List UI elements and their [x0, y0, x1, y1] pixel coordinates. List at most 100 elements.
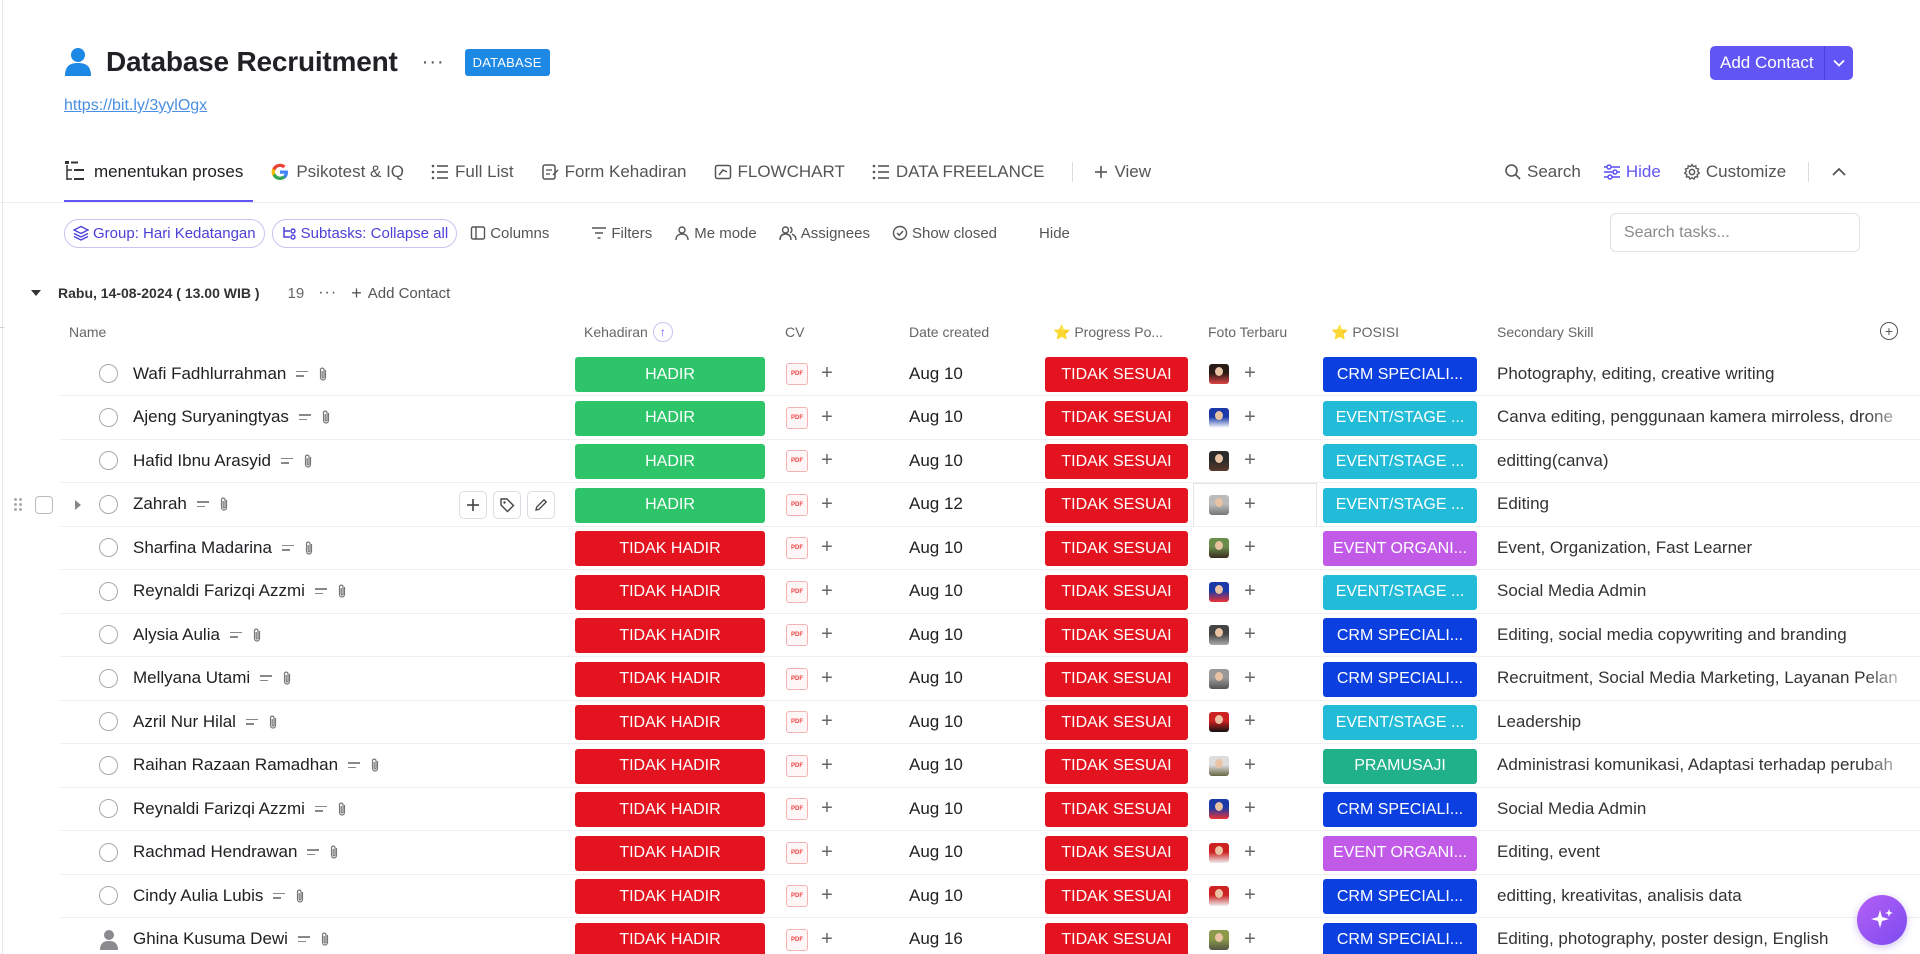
kehadiran-status-pill[interactable]: TIDAK HADIR	[575, 922, 765, 954]
add-file-button[interactable]: +	[821, 884, 833, 906]
progress-status-pill[interactable]: TIDAK SESUAI	[1045, 879, 1188, 914]
date-created[interactable]: Aug 12	[909, 494, 963, 513]
date-created[interactable]: Aug 10	[909, 581, 963, 600]
sort-ascending-icon[interactable]: ↑	[652, 322, 673, 342]
pdf-file-icon[interactable]: PDF	[786, 711, 808, 733]
tab-data-freelance[interactable]: DATA FREELANCE	[872, 156, 1045, 188]
table-row[interactable]: Rachmad Hendrawan TIDAK HADIR PDF + Aug …	[0, 831, 1920, 875]
search-button[interactable]: Search	[1504, 162, 1581, 182]
add-photo-button[interactable]: +	[1244, 753, 1256, 776]
secondary-skill-text[interactable]: Social Media Admin	[1497, 798, 1647, 818]
task-name[interactable]: Azril Nur Hilal	[133, 700, 278, 743]
progress-status-pill[interactable]: TIDAK SESUAI	[1045, 835, 1188, 871]
add-file-button[interactable]: +	[821, 449, 833, 471]
add-photo-button[interactable]: +	[1244, 579, 1256, 602]
posisi-pill[interactable]: CRM SPECIALI...	[1323, 357, 1477, 392]
table-row[interactable]: Cindy Aulia Lubis TIDAK HADIR PDF + Aug …	[0, 874, 1920, 918]
posisi-pill[interactable]: CRM SPECIALI...	[1323, 661, 1477, 697]
progress-status-pill[interactable]: TIDAK SESUAI	[1045, 531, 1188, 566]
kehadiran-status-pill[interactable]: HADIR	[575, 444, 765, 479]
task-name[interactable]: Reynaldi Farizqi Azzmi	[133, 570, 347, 613]
pdf-file-icon[interactable]: PDF	[786, 885, 808, 907]
add-file-button[interactable]: +	[821, 623, 833, 645]
column-header-secondary-skill[interactable]: Secondary Skill	[1497, 324, 1594, 340]
filters-button[interactable]: Filters	[585, 219, 658, 248]
customize-button[interactable]: Customize	[1683, 162, 1786, 182]
pdf-file-icon[interactable]: PDF	[786, 798, 808, 820]
photo-thumbnail[interactable]	[1209, 451, 1229, 471]
posisi-pill[interactable]: PRAMUSAJI	[1323, 748, 1477, 784]
attachment-icon[interactable]	[268, 714, 278, 730]
add-contact-button[interactable]: Add Contact	[1710, 46, 1825, 80]
pdf-file-icon[interactable]: PDF	[786, 667, 808, 690]
table-row[interactable]: Sharfina Madarina TIDAK HADIR PDF + Aug …	[0, 526, 1920, 570]
posisi-pill[interactable]: CRM SPECIALI...	[1323, 879, 1477, 914]
add-contact-dropdown-button[interactable]	[1824, 46, 1853, 80]
date-created[interactable]: Aug 10	[909, 450, 963, 470]
add-file-button[interactable]: +	[821, 536, 833, 558]
add-photo-button[interactable]: +	[1244, 666, 1256, 689]
expand-subtasks-icon[interactable]	[75, 499, 81, 510]
assignees-button[interactable]: Assignees	[773, 219, 876, 248]
add-file-button[interactable]: +	[821, 362, 833, 384]
progress-status-pill[interactable]: TIDAK SESUAI	[1045, 444, 1188, 479]
status-circle-icon[interactable]	[99, 364, 118, 383]
status-circle-icon[interactable]	[99, 407, 118, 427]
add-file-button[interactable]: +	[821, 797, 833, 819]
secondary-skill-text[interactable]: Event, Organization, Fast Learner	[1497, 537, 1753, 557]
group-add-contact-button[interactable]: + Add Contact	[351, 283, 450, 304]
progress-status-pill[interactable]: TIDAK SESUAI	[1045, 922, 1188, 954]
status-circle-icon[interactable]	[99, 494, 118, 514]
column-header-name[interactable]: Name	[69, 324, 107, 340]
add-file-button[interactable]: +	[821, 666, 833, 689]
add-photo-button[interactable]: +	[1244, 362, 1256, 384]
add-photo-button[interactable]: +	[1244, 840, 1256, 863]
posisi-pill[interactable]: EVENT/STAGE ...	[1323, 400, 1477, 436]
database-badge[interactable]: DATABASE	[464, 48, 550, 76]
date-created[interactable]: Aug 10	[909, 842, 963, 861]
task-name[interactable]: Cindy Aulia Lubis	[133, 874, 305, 917]
photo-thumbnail[interactable]	[1209, 712, 1229, 732]
posisi-pill[interactable]: EVENT/STAGE ...	[1323, 705, 1477, 740]
tab-flowchart[interactable]: FLOWCHART	[714, 156, 845, 188]
show-closed-button[interactable]: Show closed	[886, 219, 1003, 248]
add-photo-button[interactable]: +	[1244, 449, 1256, 471]
task-name[interactable]: Ghina Kusuma Dewi	[133, 918, 330, 954]
drag-handle-icon[interactable]	[14, 497, 22, 512]
attachment-icon[interactable]	[370, 757, 380, 773]
date-created[interactable]: Aug 10	[909, 363, 963, 383]
table-row[interactable]: Ajeng Suryaningtyas HADIR PDF + Aug 10 T…	[0, 396, 1920, 440]
photo-thumbnail[interactable]	[1209, 581, 1229, 602]
attachment-icon[interactable]	[303, 453, 313, 469]
pdf-file-icon[interactable]: PDF	[786, 580, 808, 603]
secondary-skill-text[interactable]: Editing, photography, poster design, Eng…	[1497, 929, 1829, 948]
table-row[interactable]: Hafid Ibnu Arasyid HADIR PDF + Aug 10 TI…	[0, 439, 1920, 483]
hide-button[interactable]: Hide	[1603, 162, 1661, 182]
kehadiran-status-pill[interactable]: TIDAK HADIR	[575, 748, 765, 784]
group-more-button[interactable]: ···	[318, 284, 338, 301]
task-name[interactable]: Zahrah	[133, 483, 229, 526]
status-circle-icon[interactable]	[99, 538, 118, 557]
progress-status-pill[interactable]: TIDAK SESUAI	[1045, 357, 1188, 392]
secondary-skill-text[interactable]: Recruitment, Social Media Marketing, Lay…	[1497, 668, 1898, 687]
add-file-button[interactable]: +	[821, 579, 833, 602]
person-icon[interactable]	[99, 929, 119, 951]
add-photo-button[interactable]: +	[1244, 623, 1256, 645]
kehadiran-status-pill[interactable]: TIDAK HADIR	[575, 618, 765, 653]
add-file-button[interactable]: +	[821, 753, 833, 776]
kehadiran-status-pill[interactable]: HADIR	[575, 357, 765, 392]
progress-status-pill[interactable]: TIDAK SESUAI	[1045, 661, 1188, 697]
column-header-date-created[interactable]: Date created	[909, 324, 990, 340]
kehadiran-status-pill[interactable]: TIDAK HADIR	[575, 705, 765, 740]
kehadiran-status-pill[interactable]: TIDAK HADIR	[575, 661, 765, 697]
secondary-skill-text[interactable]: Social Media Admin	[1497, 581, 1647, 600]
pdf-file-icon[interactable]: PDF	[786, 406, 808, 429]
posisi-pill[interactable]: CRM SPECIALI...	[1323, 618, 1477, 653]
status-circle-icon[interactable]	[99, 668, 118, 688]
status-circle-icon[interactable]	[99, 842, 118, 862]
attachment-icon[interactable]	[337, 583, 347, 599]
add-tag-button[interactable]	[493, 490, 521, 519]
secondary-skill-text[interactable]: Editing	[1497, 494, 1549, 513]
pdf-file-icon[interactable]: PDF	[786, 754, 808, 777]
progress-status-pill[interactable]: TIDAK SESUAI	[1045, 487, 1188, 523]
